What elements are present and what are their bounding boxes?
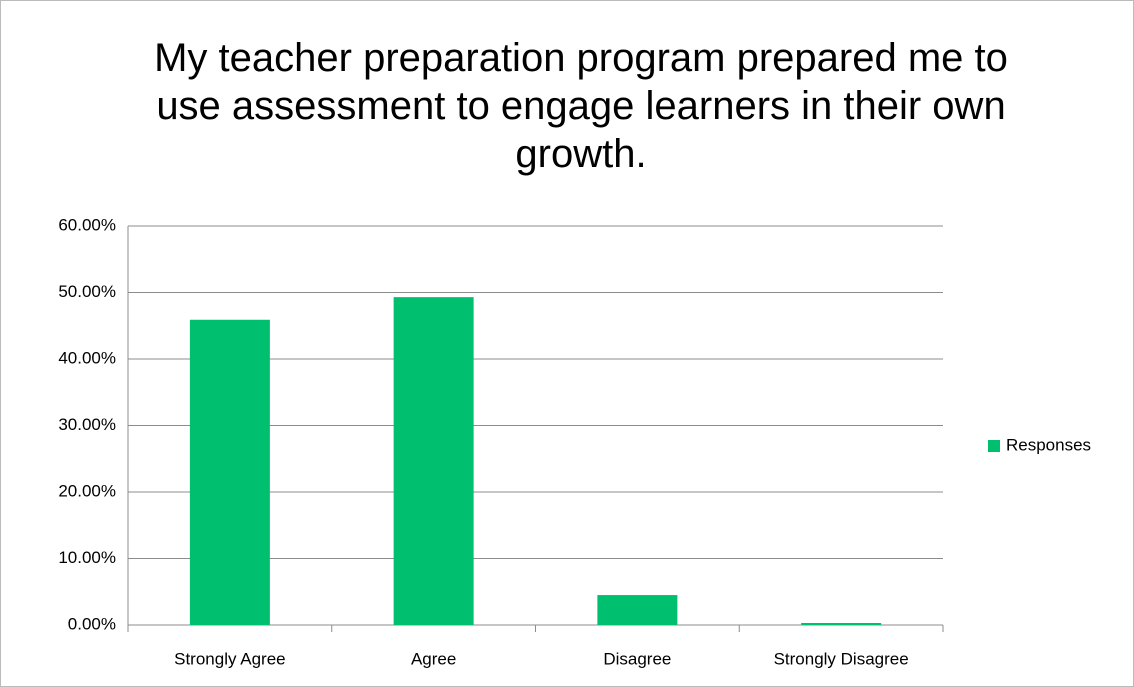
legend-swatch — [988, 440, 1000, 452]
bar — [189, 319, 270, 625]
legend-label: Responses — [1006, 435, 1091, 454]
y-tick-label: 40.00% — [58, 348, 116, 367]
x-tick-label: Strongly Agree — [174, 649, 286, 668]
bar — [801, 623, 882, 625]
y-tick-label: 20.00% — [58, 481, 116, 500]
chart-title: My teacher preparation program prepared … — [154, 36, 1008, 176]
y-tick-label: 60.00% — [58, 215, 116, 234]
x-tick-label: Disagree — [603, 649, 671, 668]
y-tick-label: 0.00% — [68, 614, 116, 633]
x-tick-label: Agree — [411, 649, 456, 668]
y-tick-label: 10.00% — [58, 548, 116, 567]
x-tick-label: Strongly Disagree — [774, 649, 909, 668]
y-tick-label: 50.00% — [58, 282, 116, 301]
bar — [393, 297, 474, 625]
bar — [597, 595, 678, 625]
y-tick-label: 30.00% — [58, 415, 116, 434]
